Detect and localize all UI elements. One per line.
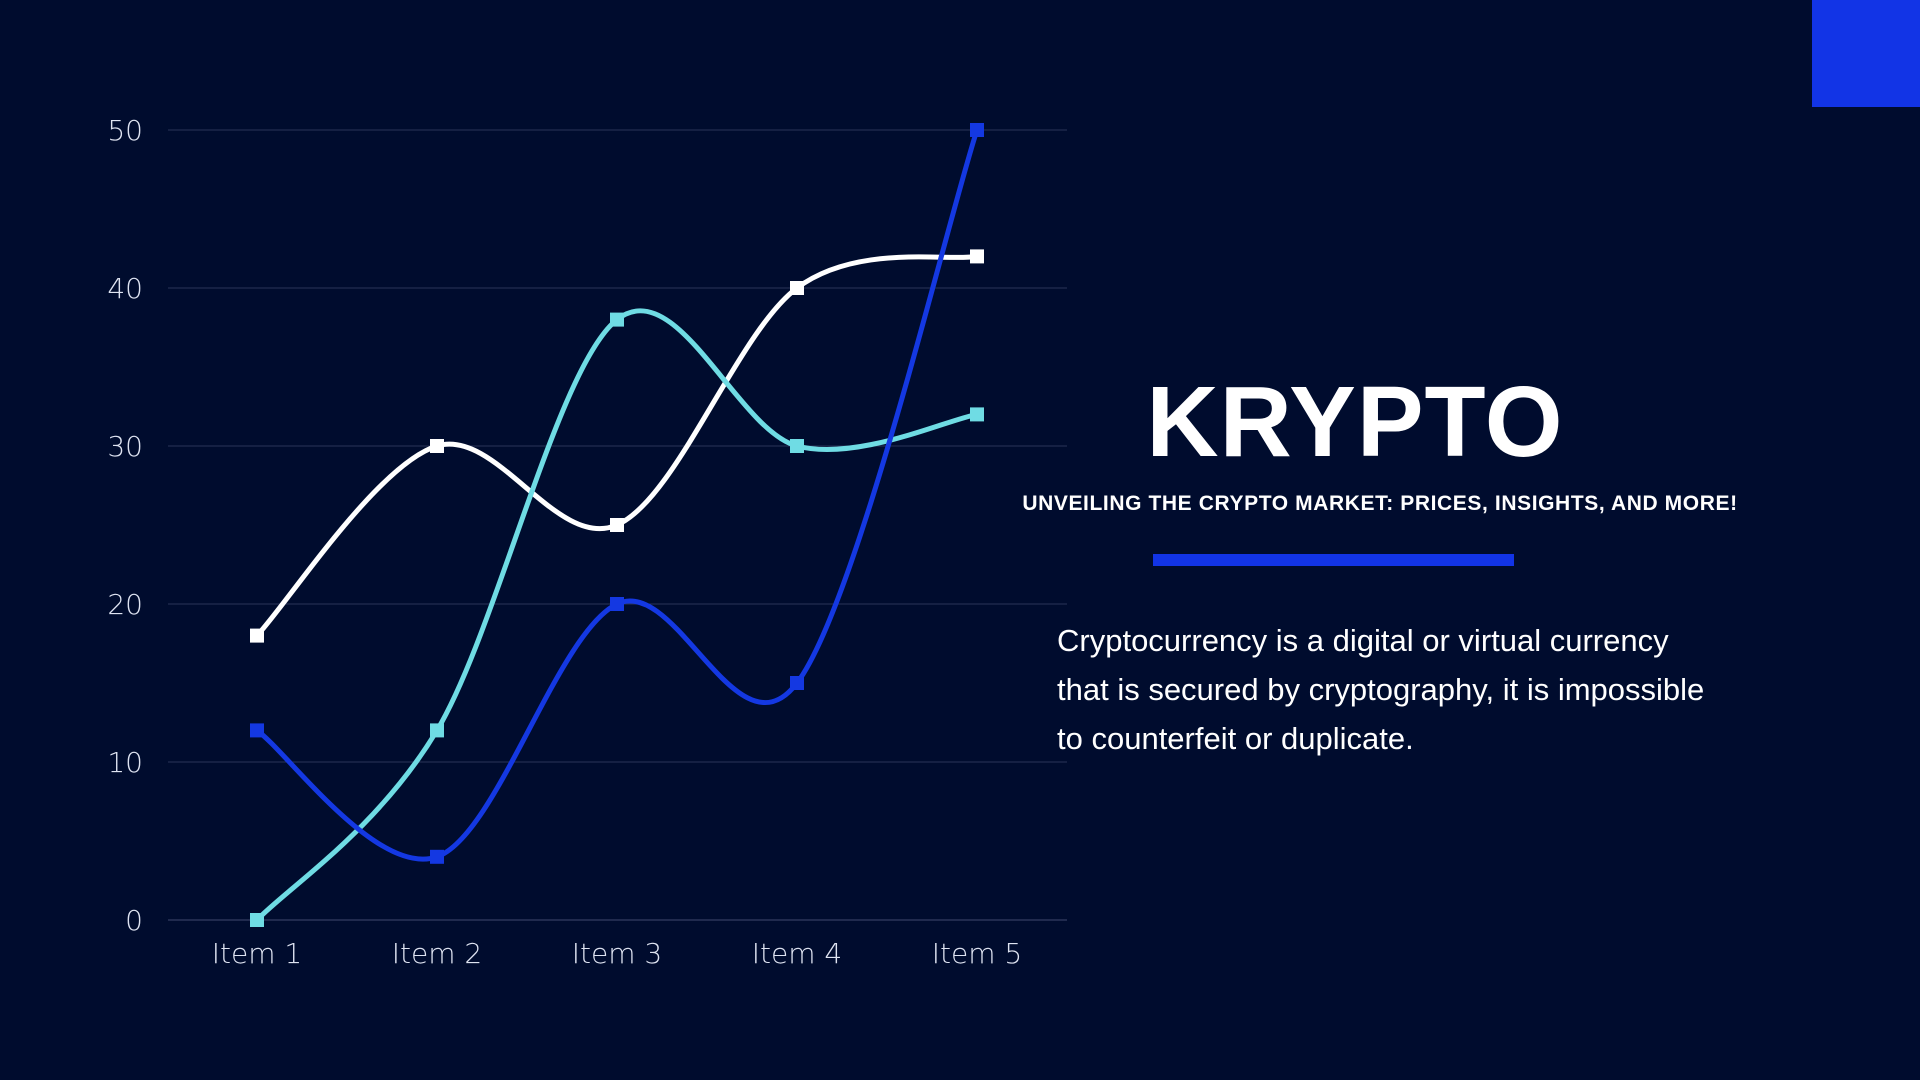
- series-line-2: [254, 308, 980, 923]
- series-2-point-3: [610, 312, 624, 327]
- page-title: KRYPTO: [1146, 366, 1564, 478]
- x-tick-label-2: Item 2: [392, 937, 482, 970]
- x-tick-label-4: Item 4: [752, 937, 842, 970]
- x-axis-tick-labels: Item 1 Item 2 Item 3 Item 4 Item 5: [212, 937, 1022, 970]
- page-subtitle: UNVEILING THE CRYPTO MARKET: PRICES, INS…: [1022, 492, 1738, 515]
- series-3-point-1: [250, 723, 264, 738]
- series-1-point-1: [250, 628, 264, 643]
- y-tick-label-50: 50: [107, 114, 143, 147]
- series-3-point-2: [430, 849, 444, 864]
- series-1-point-3: [610, 518, 624, 532]
- series-3-point-4: [790, 676, 804, 690]
- x-tick-label-1: Item 1: [212, 937, 302, 970]
- series-2-point-4: [790, 439, 804, 453]
- y-tick-label-10: 10: [107, 746, 143, 779]
- y-tick-label-40: 40: [107, 272, 143, 305]
- y-tick-label-0: 0: [125, 904, 143, 937]
- corner-accent-block: [1812, 0, 1920, 107]
- series-line-3: [254, 127, 980, 862]
- accent-divider: [1153, 554, 1514, 566]
- series-1-point-2: [430, 439, 444, 453]
- x-tick-label-3: Item 3: [572, 937, 662, 970]
- y-tick-label-30: 30: [107, 430, 143, 463]
- series-3-point-3: [610, 597, 624, 611]
- series-3-point-5: [970, 123, 984, 137]
- description-text: Cryptocurrency is a digital or virtual c…: [1057, 623, 1705, 756]
- x-tick-label-5: Item 5: [932, 937, 1022, 970]
- series-2-point-1: [250, 913, 264, 927]
- series-2-point-5: [970, 407, 984, 422]
- series-2-point-2: [430, 723, 444, 738]
- chart-series-markers: [250, 123, 984, 927]
- series-1-point-5: [970, 249, 984, 264]
- series-1-point-4: [790, 281, 804, 295]
- y-tick-label-20: 20: [107, 588, 143, 621]
- y-axis-tick-labels: 0 10 20 30 40 50: [107, 114, 143, 937]
